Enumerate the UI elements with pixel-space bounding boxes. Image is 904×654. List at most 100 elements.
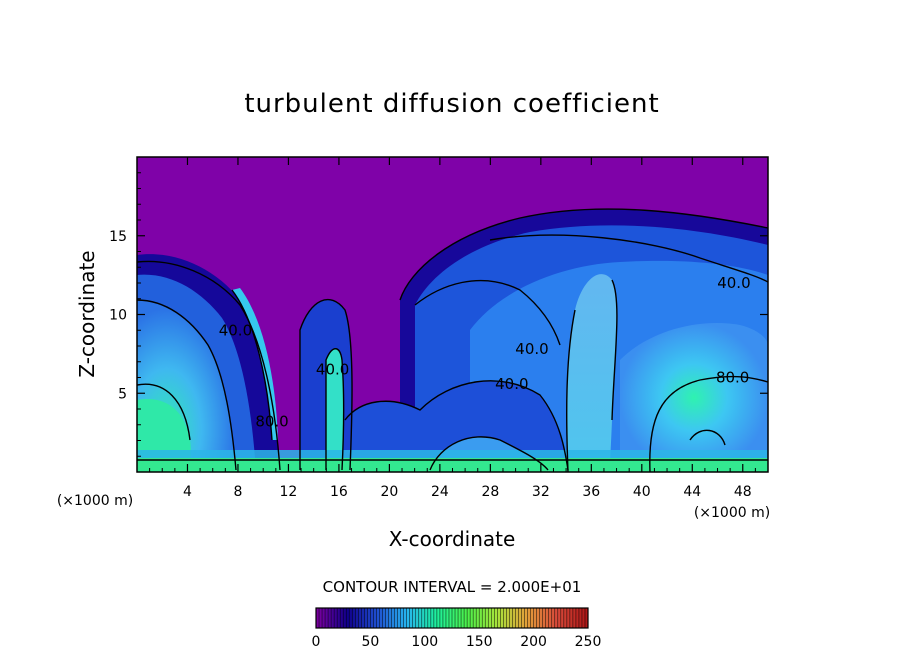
colorbar-swatch bbox=[373, 608, 377, 628]
colorbar-swatch bbox=[355, 608, 359, 628]
colorbar-swatch bbox=[470, 608, 474, 628]
contour-line-dome-40-upper bbox=[489, 234, 768, 283]
colorbar-swatch bbox=[376, 608, 380, 628]
colorbar-swatch bbox=[521, 608, 525, 628]
contour-labels: 40.0 40.0 40.0 80.0 40.0 80.0 40.0 bbox=[219, 274, 751, 431]
colorbar-swatch bbox=[445, 608, 450, 628]
colorbar-swatch bbox=[331, 608, 335, 628]
contour-line-plume-right bbox=[611, 279, 618, 421]
colorbar-swatch bbox=[424, 608, 429, 628]
contour-interval-text: CONTOUR INTERVAL = 2.000E+01 bbox=[323, 578, 582, 596]
colorbar-swatch bbox=[340, 608, 344, 628]
field-region-left-arm bbox=[232, 288, 278, 440]
colorbar-swatch bbox=[388, 608, 392, 628]
colorbar-swatch bbox=[436, 608, 441, 628]
colorbar-swatch bbox=[427, 608, 432, 628]
field-region-plume bbox=[566, 274, 617, 472]
colorbar-swatch bbox=[518, 608, 522, 628]
colorbar bbox=[315, 608, 589, 628]
heatmap-field: 40.0 40.0 40.0 80.0 40.0 80.0 40.0 bbox=[137, 157, 768, 472]
field-region-ground-layer bbox=[137, 458, 768, 472]
colorbar-tick-label: 150 bbox=[466, 634, 493, 650]
colorbar-swatch bbox=[328, 608, 332, 628]
colorbar-swatch bbox=[497, 608, 501, 628]
field-region-center-column-light bbox=[326, 348, 344, 472]
colorbar-swatch bbox=[467, 608, 471, 628]
colorbar-swatch bbox=[473, 608, 477, 628]
contour-line-left-arm bbox=[231, 289, 273, 441]
x-tick-label: 48 bbox=[734, 484, 752, 500]
contour-line-center-inner bbox=[325, 348, 345, 471]
colorbar-swatch bbox=[455, 608, 459, 628]
colorbar-swatch bbox=[572, 608, 577, 628]
colorbar-frame bbox=[315, 607, 589, 629]
colorbar-swatch bbox=[421, 608, 426, 628]
y-tick-label: 10 bbox=[109, 308, 127, 324]
colorbar-swatch bbox=[430, 608, 435, 628]
colorbar-swatch bbox=[536, 608, 540, 628]
colorbar-swatch bbox=[346, 608, 350, 628]
contour-line-left-inner bbox=[137, 299, 237, 471]
colorbar-swatch bbox=[485, 608, 489, 628]
colorbar-swatch bbox=[370, 608, 374, 628]
y-axis-label: Z-coordinate bbox=[75, 250, 99, 377]
colorbar-swatch bbox=[385, 608, 389, 628]
x-tick-label: 12 bbox=[280, 484, 298, 500]
colorbar-swatch bbox=[322, 608, 326, 628]
colorbar-swatch bbox=[367, 608, 371, 628]
colorbar-swatch bbox=[584, 608, 589, 628]
colorbar-swatch bbox=[578, 608, 583, 628]
contour-label: 40.0 bbox=[495, 375, 528, 393]
colorbar-tick-label: 0 bbox=[312, 634, 321, 650]
colorbar-swatch bbox=[482, 608, 486, 628]
x-axis-label: X-coordinate bbox=[389, 527, 516, 551]
colorbar-swatch bbox=[557, 608, 562, 628]
x-tick-label: 24 bbox=[431, 484, 449, 500]
x-tick-label: 8 bbox=[233, 484, 242, 500]
colorbar-swatch bbox=[391, 608, 395, 628]
colorbar-swatch bbox=[382, 608, 386, 628]
colorbar-tick-label: 50 bbox=[361, 634, 379, 650]
contour-label: 80.0 bbox=[716, 369, 749, 387]
colorbar-swatch bbox=[530, 608, 534, 628]
colorbar-swatch bbox=[515, 608, 519, 628]
colorbar-swatch bbox=[548, 608, 553, 628]
colorbar-swatch bbox=[458, 608, 462, 628]
colorbar-swatch bbox=[379, 608, 383, 628]
x-unit-left: (×1000 m) bbox=[57, 493, 133, 509]
colorbar-ticks: 0 50 100 150 200 250 bbox=[312, 634, 602, 650]
colorbar-tick-label: 100 bbox=[411, 634, 438, 650]
contour-line-mid-band bbox=[344, 380, 569, 471]
colorbar-swatch bbox=[560, 608, 565, 628]
colorbar-swatch bbox=[539, 608, 543, 628]
colorbar-tick-label: 250 bbox=[575, 634, 602, 650]
colorbar-swatch bbox=[409, 608, 414, 628]
contour-line-left-green bbox=[137, 383, 191, 441]
contour-label: 80.0 bbox=[255, 413, 288, 431]
contour-line-center-column bbox=[299, 298, 353, 471]
colorbar-swatch bbox=[506, 608, 510, 628]
contour-label: 40.0 bbox=[316, 361, 349, 379]
colorbar-swatch bbox=[569, 608, 574, 628]
colorbar-swatch bbox=[452, 608, 456, 628]
colorbar-swatch bbox=[418, 608, 423, 628]
colorbar-swatch bbox=[361, 608, 365, 628]
colorbar-swatch bbox=[406, 608, 410, 628]
x-tick-label: 32 bbox=[532, 484, 550, 500]
colorbar-swatch bbox=[503, 608, 507, 628]
x-tick-label: 40 bbox=[633, 484, 651, 500]
contour-label: 40.0 bbox=[219, 321, 252, 339]
colorbar-swatch bbox=[491, 608, 495, 628]
x-tick-label: 28 bbox=[481, 484, 499, 500]
x-tick-label: 4 bbox=[183, 484, 192, 500]
contour-line-left-outer bbox=[137, 260, 281, 471]
field-region-ground-layer-top bbox=[137, 450, 768, 458]
colorbar-swatch bbox=[488, 608, 492, 628]
colorbar-swatch bbox=[403, 608, 407, 628]
colorbar-swatch bbox=[433, 608, 438, 628]
x-axis-ticks: 4 8 12 16 20 24 28 32 36 40 44 48 bbox=[149, 157, 756, 500]
y-tick-label: 5 bbox=[118, 386, 127, 402]
colorbar-swatch bbox=[461, 608, 465, 628]
colorbar-swatch bbox=[415, 608, 420, 628]
